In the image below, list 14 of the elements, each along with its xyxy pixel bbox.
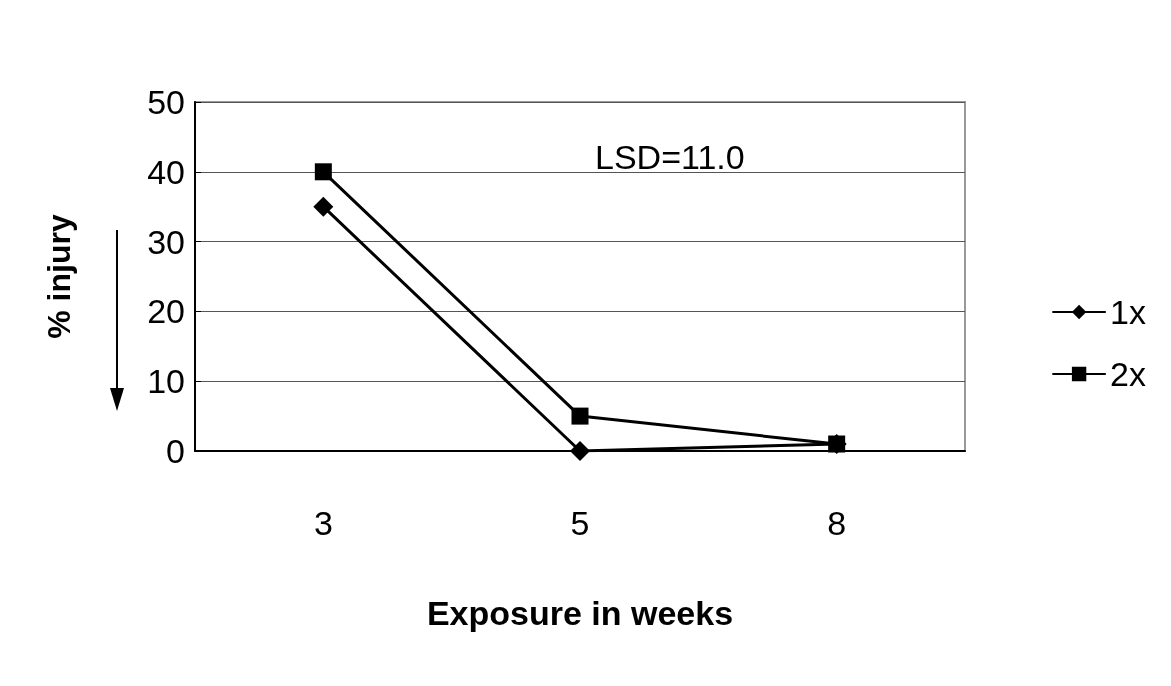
x-tick-label: 3 xyxy=(313,504,333,542)
y-tick-label: 50 xyxy=(147,83,185,121)
y-tick-label: 0 xyxy=(166,432,185,470)
x-tick-label: 5 xyxy=(570,504,590,542)
y-tick-label: 10 xyxy=(147,362,185,401)
y-tick-label: 20 xyxy=(147,292,185,331)
annotation: LSD=11.0 xyxy=(595,138,745,176)
y-tick-label: 40 xyxy=(147,152,185,191)
y-tick-label: 30 xyxy=(147,222,185,261)
x-tick-label: 8 xyxy=(827,504,847,542)
legend-label: 2x xyxy=(1110,355,1147,393)
legend-label: 1x xyxy=(1110,293,1147,331)
x-axis-title: Exposure in weeks xyxy=(426,594,734,632)
y-axis-title: % injury xyxy=(41,214,77,339)
